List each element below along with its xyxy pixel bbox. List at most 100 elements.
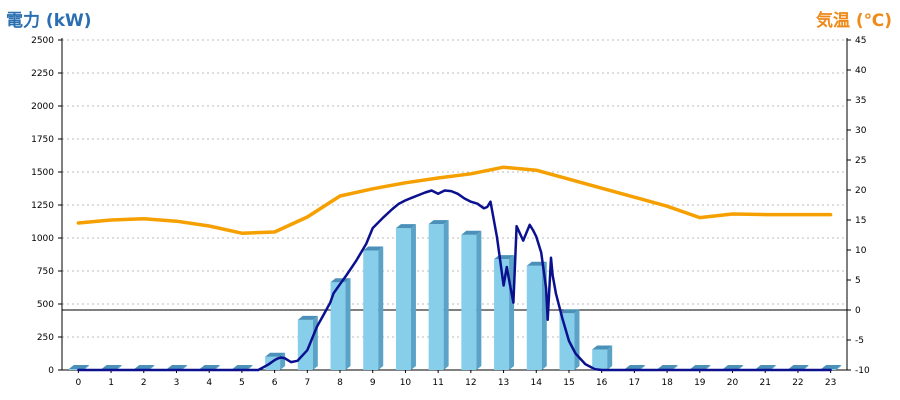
- power-bar-top: [657, 365, 678, 369]
- left-tick-label: 1250: [31, 201, 54, 211]
- x-tick-label: 10: [400, 378, 412, 388]
- power-bar: [265, 352, 286, 370]
- power-bar: [395, 224, 416, 370]
- temperature-axis-title: 気温 (℃): [815, 11, 892, 31]
- right-tick-label: 15: [855, 216, 866, 226]
- x-tick-label: 7: [304, 378, 310, 388]
- left-tick-label: 500: [37, 300, 54, 310]
- x-tick-label: 3: [174, 378, 180, 388]
- left-tick-label: 2500: [31, 36, 54, 46]
- x-tick-label: 9: [370, 378, 376, 388]
- x-tick-label: 2: [141, 378, 147, 388]
- power-bar-side: [476, 230, 482, 370]
- right-tick-label: 5: [855, 276, 861, 286]
- x-tick-label: 16: [596, 378, 608, 388]
- right-tick-label: 25: [855, 156, 866, 166]
- power-line: [77, 189, 832, 372]
- right-tick-label: 35: [855, 96, 866, 106]
- left-tick-label: 250: [37, 333, 54, 343]
- power-bar-top: [624, 365, 645, 369]
- x-tick-label: 1: [108, 378, 114, 388]
- power-bar-side: [345, 278, 351, 370]
- power-bar-front: [526, 265, 542, 370]
- power-bar-top: [297, 315, 318, 320]
- power-axis-title: 電力 (kW): [6, 11, 92, 31]
- x-tick-label: 15: [563, 378, 574, 388]
- right-tick-label: 40: [855, 66, 867, 76]
- power-bar-top: [68, 365, 89, 369]
- right-tick-label: 20: [855, 186, 867, 196]
- power-bar-front: [363, 250, 379, 370]
- power-bar-front: [68, 369, 84, 370]
- left-tick-label: 750: [37, 267, 54, 277]
- power-bar-side: [607, 345, 613, 370]
- x-tick-label: 23: [825, 378, 836, 388]
- power-bar-top: [428, 220, 449, 225]
- power-bar-top: [559, 309, 580, 314]
- right-tick-label: -10: [855, 366, 870, 376]
- power-bar: [428, 220, 449, 370]
- power-bar-side: [574, 309, 580, 370]
- power-bar-top: [788, 365, 809, 369]
- power-bar-side: [509, 255, 515, 370]
- x-tick-label: 17: [629, 378, 640, 388]
- power-bar-top: [690, 365, 711, 369]
- right-tick-label: 10: [855, 246, 867, 256]
- x-tick-label: 8: [337, 378, 343, 388]
- power-bar: [461, 230, 482, 370]
- x-tick-label: 20: [727, 378, 739, 388]
- power-bar-top: [232, 365, 253, 369]
- power-bar: [592, 345, 613, 370]
- x-tick-label: 5: [239, 378, 245, 388]
- power-bar-top: [821, 365, 842, 369]
- power-bar: [559, 309, 580, 370]
- power-bar-side: [836, 365, 842, 370]
- power-bar-side: [378, 246, 384, 370]
- power-bar-side: [443, 220, 449, 370]
- x-tick-label: 14: [531, 378, 543, 388]
- temperature-line: [76, 165, 833, 235]
- right-tick-label: 45: [855, 36, 866, 46]
- power-bar: [297, 315, 318, 370]
- left-tick-label: 2250: [31, 69, 54, 79]
- power-bar-top: [592, 345, 613, 350]
- power-bar-top: [166, 365, 187, 369]
- power-bar-side: [410, 224, 416, 370]
- power-bar-front: [461, 234, 477, 370]
- power-bar-top: [461, 230, 482, 235]
- power-bar-front: [559, 313, 575, 370]
- power-bar-top: [199, 365, 220, 369]
- right-tick-label: -5: [855, 336, 864, 346]
- power-bar-front: [494, 259, 510, 370]
- x-tick-label: 21: [760, 378, 771, 388]
- x-tick-label: 19: [694, 378, 706, 388]
- power-bar: [494, 255, 515, 370]
- left-tick-label: 2000: [31, 102, 54, 112]
- power-bar-front: [330, 282, 346, 370]
- left-tick-label: 1500: [31, 168, 54, 178]
- power-bar-top: [101, 365, 122, 369]
- power-bar-front: [395, 228, 411, 370]
- right-tick-label: 30: [855, 126, 867, 136]
- x-tick-label: 0: [75, 378, 81, 388]
- x-tick-label: 11: [432, 378, 443, 388]
- power-bar-front: [592, 349, 608, 370]
- power-bar: [330, 278, 351, 370]
- power-bar: [363, 246, 384, 370]
- power-bar-top: [755, 365, 776, 369]
- x-tick-label: 22: [792, 378, 803, 388]
- left-tick-label: 0: [48, 366, 54, 376]
- left-tick-label: 1750: [31, 135, 54, 145]
- power-bar-top: [723, 365, 744, 369]
- x-tick-label: 4: [206, 378, 212, 388]
- power-bar-top: [330, 278, 351, 283]
- x-tick-label: 6: [272, 378, 278, 388]
- x-tick-label: 18: [661, 378, 673, 388]
- power-bar-top: [134, 365, 155, 369]
- left-tick-label: 1000: [31, 234, 54, 244]
- x-tick-label: 13: [498, 378, 509, 388]
- power-bar: [526, 261, 547, 370]
- right-tick-label: 0: [855, 306, 861, 316]
